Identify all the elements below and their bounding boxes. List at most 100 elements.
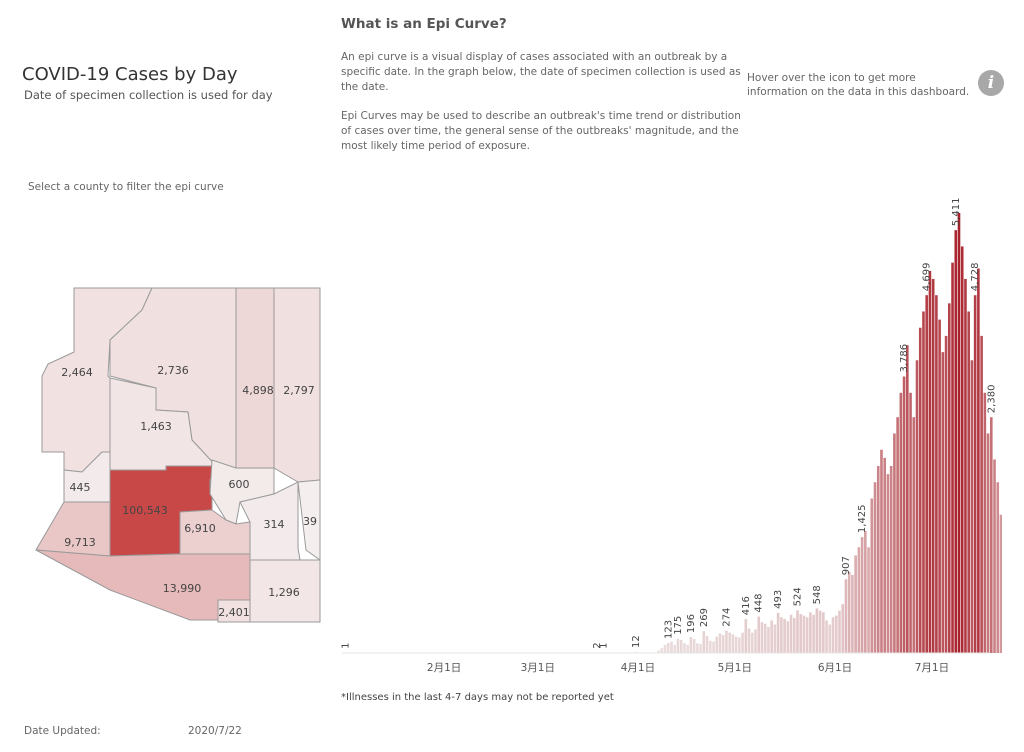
epi-bar[interactable] — [967, 311, 970, 653]
epi-bar[interactable] — [763, 623, 767, 653]
epi-bar[interactable] — [870, 498, 874, 654]
epi-bar[interactable] — [918, 327, 922, 653]
epi-bar[interactable] — [689, 637, 693, 653]
epi-bar[interactable] — [964, 278, 967, 653]
epi-bar[interactable] — [844, 579, 848, 653]
epi-bar[interactable] — [718, 633, 722, 653]
county-cochise[interactable] — [249, 559, 321, 623]
epi-bar[interactable] — [922, 311, 925, 653]
epi-bar[interactable] — [705, 635, 709, 653]
epi-bar[interactable] — [886, 474, 890, 653]
epi-bar[interactable] — [731, 634, 735, 653]
epi-bar[interactable] — [812, 614, 815, 653]
epi-bar[interactable] — [912, 417, 916, 653]
epi-bar[interactable] — [699, 644, 702, 653]
epi-bar[interactable] — [889, 465, 893, 653]
epi-bar[interactable] — [828, 624, 832, 653]
epi-bar[interactable] — [738, 637, 741, 653]
epi-bar[interactable] — [928, 270, 932, 653]
epi-bar[interactable] — [899, 392, 903, 653]
epi-bar[interactable] — [851, 574, 854, 653]
epi-bar[interactable] — [876, 465, 880, 653]
epi-bar[interactable] — [980, 335, 983, 653]
epi-bar[interactable] — [860, 537, 864, 653]
epi-bar[interactable] — [996, 482, 1000, 653]
epi-bar[interactable] — [831, 617, 835, 653]
epi-bar[interactable] — [999, 514, 1002, 653]
epi-bar[interactable] — [906, 345, 909, 653]
epi-bar[interactable] — [973, 295, 977, 653]
epi-bar[interactable] — [960, 246, 964, 654]
epi-bar[interactable] — [679, 639, 683, 653]
epi-bar[interactable] — [686, 644, 689, 653]
epi-bar[interactable] — [725, 630, 728, 653]
epi-bar[interactable] — [935, 295, 938, 653]
epi-bar[interactable] — [896, 417, 899, 653]
epi-bar[interactable] — [670, 641, 673, 653]
epi-bar[interactable] — [712, 641, 715, 653]
epi-bar[interactable] — [864, 531, 867, 653]
epi-bar[interactable] — [938, 319, 941, 653]
epi-bar[interactable] — [657, 650, 660, 653]
epi-bar[interactable] — [915, 360, 919, 653]
info-icon[interactable]: i — [978, 70, 1004, 96]
epi-bar[interactable] — [692, 639, 696, 653]
epi-bar[interactable] — [822, 612, 825, 653]
epi-bar[interactable] — [815, 608, 819, 653]
epi-bar[interactable] — [702, 631, 706, 653]
epi-bar[interactable] — [841, 604, 845, 653]
epi-bar[interactable] — [754, 629, 757, 653]
epi-bar[interactable] — [990, 417, 993, 653]
county-navajo[interactable] — [235, 287, 275, 469]
epi-bar[interactable] — [750, 632, 754, 653]
epi-bar[interactable] — [673, 644, 677, 653]
epi-bar[interactable] — [983, 392, 987, 653]
epi-bar[interactable] — [786, 621, 790, 653]
epi-bar[interactable] — [893, 433, 896, 653]
epi-bar[interactable] — [883, 457, 887, 653]
epi-bar[interactable] — [663, 644, 667, 653]
epi-bar[interactable] — [957, 213, 961, 653]
epi-bar[interactable] — [993, 459, 996, 653]
epi-bar[interactable] — [728, 632, 731, 653]
epi-bar[interactable] — [760, 622, 764, 653]
epi-bar[interactable] — [667, 643, 670, 653]
epi-bar[interactable] — [818, 610, 822, 653]
epi-bar[interactable] — [809, 612, 812, 653]
epi-bar[interactable] — [799, 613, 803, 653]
epi-bar[interactable] — [941, 352, 945, 653]
epi-bar[interactable] — [747, 628, 751, 653]
epi-bar[interactable] — [783, 618, 786, 653]
epi-bar[interactable] — [767, 626, 770, 653]
epi-bar[interactable] — [834, 615, 838, 653]
epi-bar[interactable] — [796, 610, 799, 653]
epi-bar[interactable] — [776, 612, 780, 653]
epi-bar[interactable] — [757, 616, 761, 653]
epi-bar[interactable] — [805, 617, 809, 653]
epi-bar[interactable] — [931, 278, 935, 653]
epi-bar[interactable] — [721, 635, 725, 653]
epi-bar[interactable] — [986, 433, 990, 653]
epi-bar[interactable] — [825, 620, 828, 653]
epi-bar[interactable] — [880, 449, 883, 653]
epi-bar[interactable] — [708, 640, 712, 653]
epi-bar[interactable] — [802, 615, 806, 653]
epi-bar[interactable] — [854, 555, 857, 653]
epi-bar[interactable] — [954, 230, 958, 653]
epi-bar[interactable] — [847, 571, 851, 653]
epi-bar[interactable] — [715, 636, 719, 653]
epi-bar[interactable] — [977, 268, 980, 653]
epi-bar[interactable] — [660, 648, 664, 653]
epi-bar[interactable] — [909, 392, 912, 653]
epi-bar[interactable] — [770, 620, 773, 653]
epi-bar[interactable] — [773, 624, 777, 653]
epi-bar[interactable] — [970, 360, 974, 653]
epi-bar[interactable] — [696, 643, 699, 653]
epi-bar[interactable] — [734, 636, 738, 653]
epi-bar[interactable] — [867, 547, 870, 653]
epi-bar[interactable] — [741, 632, 744, 653]
epi-bar[interactable] — [683, 643, 686, 653]
epi-bar[interactable] — [951, 262, 954, 653]
epi-bar[interactable] — [676, 638, 680, 653]
epi-bar[interactable] — [789, 614, 793, 653]
